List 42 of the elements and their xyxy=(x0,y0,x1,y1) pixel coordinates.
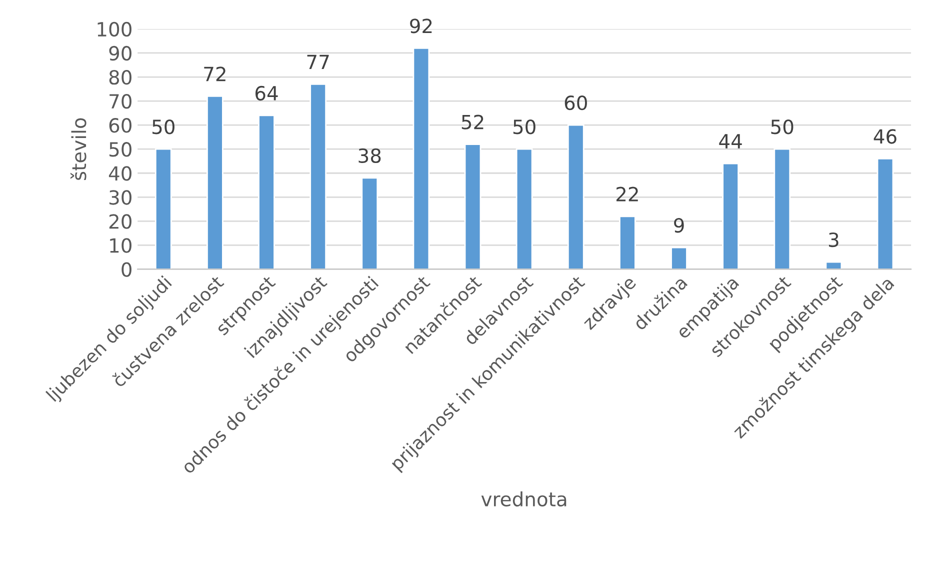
y-tick-label: 80 xyxy=(109,70,132,85)
y-tick-label: 40 xyxy=(108,166,132,181)
data-label: 92 xyxy=(410,18,432,34)
y-tick-label: 30 xyxy=(109,190,132,205)
data-label: 3 xyxy=(828,232,838,248)
y-tick-label: 70 xyxy=(110,94,132,109)
bar xyxy=(619,216,636,270)
bar xyxy=(774,148,791,270)
y-tick-label: 90 xyxy=(109,46,132,61)
bar xyxy=(206,96,224,270)
data-label: 9 xyxy=(674,218,684,233)
y-tick-label: 10 xyxy=(110,238,132,253)
bar xyxy=(412,47,430,270)
data-label: 52 xyxy=(462,114,484,130)
bar xyxy=(361,177,378,270)
data-label: 44 xyxy=(719,134,742,148)
bar xyxy=(876,158,894,270)
data-label: 77 xyxy=(307,54,329,70)
y-tick-label: 20 xyxy=(109,214,132,229)
bar xyxy=(567,124,584,270)
bar xyxy=(670,246,688,270)
y-tick-label: 100 xyxy=(98,22,132,37)
data-label: 50 xyxy=(771,120,794,134)
data-label: 46 xyxy=(874,129,896,144)
data-label: 64 xyxy=(255,86,278,101)
data-label: 50 xyxy=(513,120,536,134)
bar xyxy=(154,148,172,270)
x-axis-title: vrednota xyxy=(481,491,566,506)
bar xyxy=(464,144,482,270)
y-axis-title: število xyxy=(70,118,86,180)
bar xyxy=(258,114,275,270)
bar xyxy=(722,162,739,270)
data-label: 72 xyxy=(204,66,226,82)
bar xyxy=(310,84,327,270)
bar xyxy=(516,148,533,270)
data-label: 22 xyxy=(616,186,638,202)
y-tick-label: 0 xyxy=(122,262,132,277)
y-tick-label: 50 xyxy=(110,142,132,157)
data-label: 38 xyxy=(358,148,381,164)
data-label: 60 xyxy=(564,95,587,110)
data-label: 50 xyxy=(152,120,174,134)
y-tick-label: 60 xyxy=(109,118,132,133)
